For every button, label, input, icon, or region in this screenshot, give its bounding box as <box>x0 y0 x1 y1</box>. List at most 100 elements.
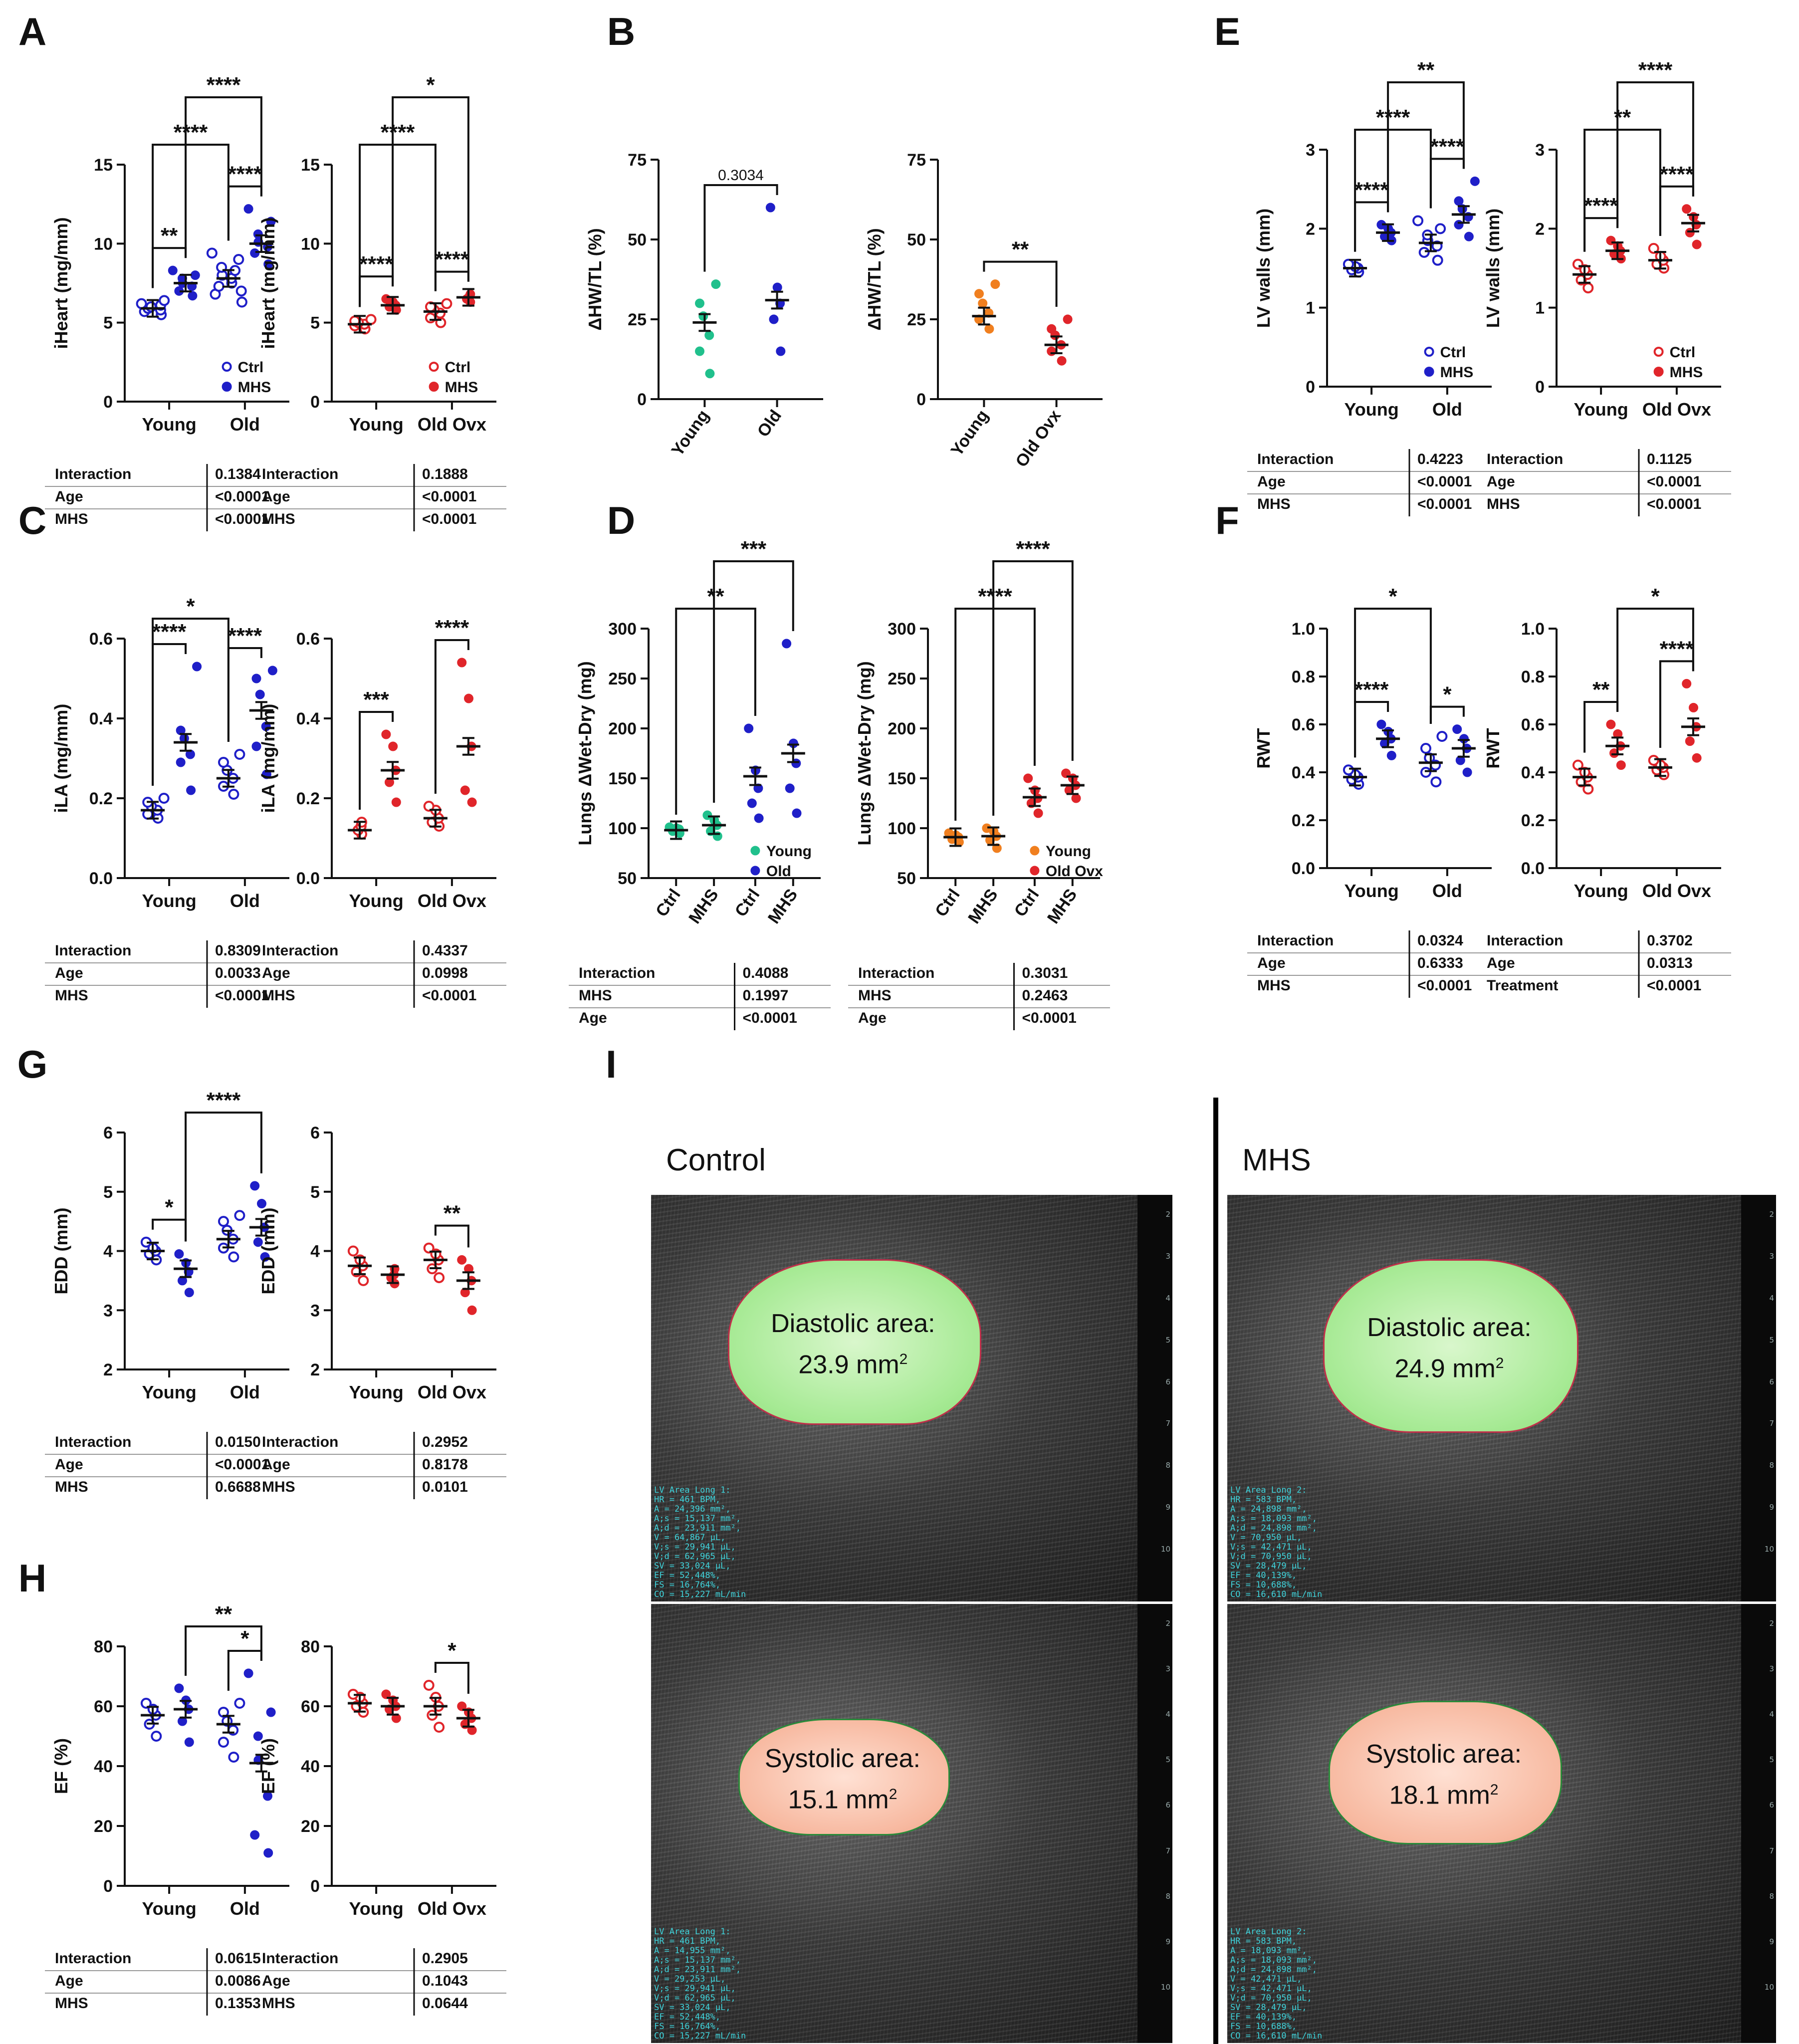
stats-row-label: MHS <box>579 987 612 1004</box>
ruler-tick: 4 <box>1165 1293 1170 1303</box>
significance-bracket <box>152 144 229 288</box>
stats-row-label: Age <box>55 1456 83 1473</box>
significance-label: **** <box>228 162 262 187</box>
stats-row-value: <0.0001 <box>1417 496 1472 512</box>
legend-marker <box>750 866 760 876</box>
data-point <box>772 282 782 292</box>
y-tick-label: 20 <box>301 1817 320 1836</box>
x-tick-label: Young <box>1344 881 1398 901</box>
y-tick-label: 100 <box>888 819 916 838</box>
stats-row-value: <0.0001 <box>1417 473 1472 490</box>
data-point <box>1033 808 1043 818</box>
x-tick-label: Ctrl <box>1011 886 1043 920</box>
y-axis-label: EDD (mm) <box>258 1207 278 1294</box>
echo-image-1: 2 3 4 5 6 7 8 9 10 Diastolic area: 23.9 mm2 LV Area… <box>651 1195 1172 1601</box>
significance-bracket <box>1354 129 1432 252</box>
ruler-tick: 3 <box>1165 1664 1170 1674</box>
data-point <box>1454 220 1464 229</box>
data-point <box>1464 231 1474 241</box>
stats-row-label: Age <box>55 488 83 505</box>
legend-marker <box>1424 367 1434 377</box>
significance-label: **** <box>228 624 262 648</box>
data-point <box>253 229 263 239</box>
ruler-tick: 10 <box>1764 1982 1774 1992</box>
data-point <box>243 1668 253 1678</box>
y-tick-label: 250 <box>888 670 916 688</box>
y-axis-label: EF (%) <box>258 1738 278 1794</box>
data-point <box>168 265 178 275</box>
y-axis-label: Lungs ΔWet-Dry (mg) <box>575 661 595 845</box>
y-tick-label: 25 <box>628 310 647 329</box>
data-point <box>176 757 186 767</box>
x-tick-label: Young <box>142 1898 196 1919</box>
y-tick-label: 250 <box>608 670 637 688</box>
stats-row-value: <0.0001 <box>1022 1010 1077 1026</box>
stats-row-label: Interaction <box>858 965 934 981</box>
significance-label: **** <box>152 620 187 644</box>
legend-marker <box>1030 866 1040 876</box>
data-point <box>1470 176 1480 186</box>
significance-bracket <box>1583 129 1661 252</box>
echo-image-4: 2 3 4 5 6 7 8 9 10 Systolic area: 18.1 mm2 LV Area … <box>1227 1604 1776 2043</box>
significance-bracket <box>1387 81 1465 213</box>
area-value-text: 15.1 mm <box>788 1785 889 1815</box>
stats-row-value: 0.0644 <box>422 1995 468 2012</box>
x-tick-label: Young <box>947 407 992 459</box>
stats-row-label: Interaction <box>55 1950 131 1967</box>
data-point <box>261 721 271 731</box>
stats-row-label: MHS <box>55 511 88 527</box>
ruler-tick: 2 <box>1165 1210 1170 1219</box>
ruler-tick: 3 <box>1165 1251 1170 1261</box>
stats-row-value: 0.0150 <box>215 1434 261 1450</box>
data-point <box>250 1181 260 1191</box>
legend-marker <box>750 846 760 856</box>
data-point <box>218 757 229 768</box>
ruler-tick: 2 <box>1165 1619 1170 1628</box>
stats-row-value: 0.1997 <box>743 987 789 1004</box>
significance-label: **** <box>359 252 394 276</box>
ruler-tick: 7 <box>1165 1846 1170 1855</box>
y-tick-label: 80 <box>301 1637 320 1656</box>
area-unit-exponent: 2 <box>1490 1782 1499 1799</box>
x-tick-label: Old Ovx <box>1642 399 1711 420</box>
echo-column-divider <box>1213 1098 1218 2044</box>
data-point <box>263 1791 272 1801</box>
data-point <box>467 1305 477 1315</box>
legend-marker <box>222 382 232 392</box>
stats-row-label: MHS <box>55 1995 88 2012</box>
data-point <box>218 1737 229 1748</box>
stats-row-label: Age <box>1487 473 1515 490</box>
y-tick-label: 4 <box>310 1242 320 1261</box>
y-tick-label: 6 <box>103 1124 113 1142</box>
panel-letter-f: F <box>1215 498 1239 542</box>
data-point <box>1057 356 1067 366</box>
stats-row-label: Age <box>262 1456 290 1473</box>
data-point <box>266 1707 276 1717</box>
stats-row-value: 0.3702 <box>1647 932 1693 949</box>
x-tick-label: Old Ovx <box>418 414 486 435</box>
x-tick-label: Ctrl <box>731 886 764 920</box>
area-value-text: 24.9 mm <box>1394 1354 1496 1383</box>
legend-label: MHS <box>1670 364 1703 381</box>
data-point <box>358 1275 369 1286</box>
y-tick-label: 0.4 <box>1292 763 1315 782</box>
stats-row-value: 0.1125 <box>1647 451 1692 467</box>
x-tick-label: Young <box>142 1382 196 1402</box>
data-point <box>388 741 398 751</box>
stats-row-value: 0.0033 <box>215 965 261 981</box>
data-point <box>250 248 260 258</box>
legend-label: Old <box>766 863 791 880</box>
legend-marker <box>222 362 232 372</box>
data-point <box>257 1199 266 1208</box>
significance-bracket <box>392 96 469 287</box>
x-tick-label: Young <box>668 407 713 459</box>
y-axis-label: iHeart (mg/mm) <box>258 217 278 349</box>
ruler-tick: 5 <box>1769 1335 1774 1345</box>
area-label: Systolic area: 18.1 mm2 <box>1329 1736 1559 1813</box>
data-point <box>213 280 225 292</box>
x-tick-label: Young <box>1344 399 1398 420</box>
